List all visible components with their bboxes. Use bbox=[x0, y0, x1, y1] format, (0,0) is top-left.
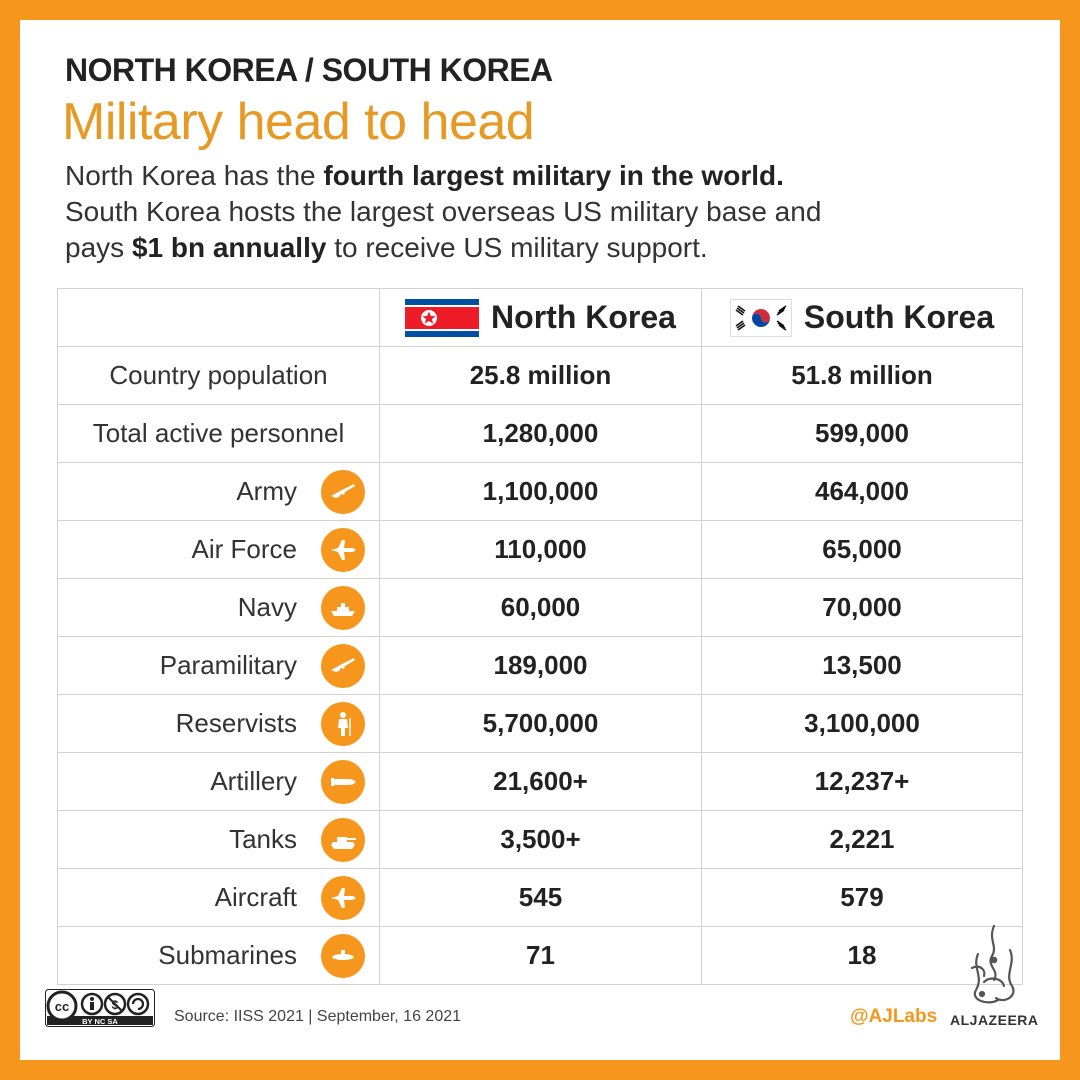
table-row: Reservists 5,700,000 3,100,000 bbox=[57, 694, 1023, 753]
row-label-cell: Submarines bbox=[57, 926, 380, 985]
intro-line1-text: North Korea has the bbox=[65, 160, 324, 191]
svg-text:cc: cc bbox=[55, 999, 69, 1014]
table-row: Army 1,100,000 464,000 bbox=[57, 462, 1023, 521]
row-label: Tanks bbox=[229, 824, 297, 854]
table-row: Navy 60,000 70,000 bbox=[57, 578, 1023, 637]
row-label-cell: Reservists bbox=[57, 694, 380, 753]
table-row: Submarines 71 18 bbox=[57, 926, 1023, 985]
aljazeera-logo-icon bbox=[954, 920, 1034, 1030]
soldier-icon bbox=[321, 701, 365, 746]
intro-text: North Korea has the fourth largest milit… bbox=[65, 158, 1025, 266]
table-row: Air Force 110,000 65,000 bbox=[57, 520, 1023, 579]
north-korea-value: 110,000 bbox=[379, 520, 702, 579]
table-row: Paramilitary 189,000 13,500 bbox=[57, 636, 1023, 695]
north-korea-value: 60,000 bbox=[379, 578, 702, 637]
intro-line3-pre: pays bbox=[65, 232, 132, 263]
rifle-icon bbox=[321, 469, 365, 514]
south-korea-value: 70,000 bbox=[701, 578, 1023, 637]
north-korea-flag-icon bbox=[405, 298, 480, 337]
page-title: Military head to head bbox=[62, 93, 535, 151]
north-korea-value: 189,000 bbox=[379, 636, 702, 695]
table-row: Tanks 3,500+ 2,221 bbox=[57, 810, 1023, 869]
south-korea-value: 599,000 bbox=[701, 404, 1023, 463]
row-label-cell: Tanks bbox=[57, 810, 380, 869]
row-label-cell: Country population bbox=[57, 346, 380, 405]
row-label: Artillery bbox=[210, 766, 297, 796]
ajlabs-handle: @AJLabs bbox=[850, 1006, 938, 1027]
table-header-row: North Korea bbox=[57, 288, 1023, 347]
table-row: Artillery 21,600+ 12,237+ bbox=[57, 752, 1023, 811]
aljazeera-brand: ALJAZEERA bbox=[950, 1012, 1039, 1028]
row-label-cell: Paramilitary bbox=[57, 636, 380, 695]
north-korea-value: 25.8 million bbox=[379, 346, 702, 405]
submarine-icon bbox=[321, 933, 365, 978]
table-row: Total active personnel 1,280,000 599,000 bbox=[57, 404, 1023, 463]
row-label: Reservists bbox=[175, 708, 297, 738]
south-korea-value: 18 bbox=[701, 926, 1023, 985]
table-row: Country population 25.8 million 51.8 milli… bbox=[57, 346, 1023, 405]
comparison-table: North Korea bbox=[57, 288, 1023, 985]
jet-icon bbox=[321, 875, 365, 920]
row-label: Army bbox=[236, 476, 297, 506]
south-korea-flag-icon bbox=[729, 298, 792, 337]
row-label-cell: Artillery bbox=[57, 752, 380, 811]
license-text: BY NC SA bbox=[82, 1017, 118, 1026]
tank-icon bbox=[321, 817, 365, 862]
row-label: Paramilitary bbox=[159, 650, 297, 680]
south-korea-value: 13,500 bbox=[701, 636, 1023, 695]
source-note: Source: IISS 2021 | September, 16 2021 bbox=[174, 1008, 462, 1025]
south-korea-column-title: South Korea bbox=[803, 299, 995, 335]
creative-commons-badge: cc $ BY NC SA bbox=[45, 989, 155, 1027]
header-north-korea: North Korea bbox=[379, 288, 702, 347]
north-korea-value: 71 bbox=[379, 926, 702, 985]
row-label-cell: Total active personnel bbox=[57, 404, 380, 463]
header-empty-cell bbox=[57, 288, 380, 347]
south-korea-value: 51.8 million bbox=[701, 346, 1023, 405]
row-label: Submarines bbox=[158, 940, 297, 970]
intro-line3-post: to receive US military support. bbox=[326, 232, 708, 263]
row-label: Total active personnel bbox=[92, 418, 345, 448]
south-korea-value: 579 bbox=[701, 868, 1023, 927]
row-label-cell: Aircraft bbox=[57, 868, 380, 927]
table-row: Aircraft 545 579 bbox=[57, 868, 1023, 927]
south-korea-value: 464,000 bbox=[701, 462, 1023, 521]
north-korea-value: 545 bbox=[379, 868, 702, 927]
south-korea-value: 2,221 bbox=[701, 810, 1023, 869]
intro-line1-bold: fourth largest military in the world. bbox=[323, 160, 784, 191]
intro-line2-text: South Korea hosts the largest overseas U… bbox=[65, 196, 822, 227]
north-korea-value: 1,100,000 bbox=[379, 462, 702, 521]
row-label-cell: Army bbox=[57, 462, 380, 521]
north-korea-column-title: North Korea bbox=[491, 299, 676, 335]
row-label: Navy bbox=[237, 592, 297, 622]
kicker: NORTH KOREA / SOUTH KOREA bbox=[65, 52, 553, 88]
intro-line3-bold: $1 bn annually bbox=[131, 232, 327, 263]
south-korea-value: 65,000 bbox=[701, 520, 1023, 579]
north-korea-value: 3,500+ bbox=[379, 810, 702, 869]
shell-icon bbox=[321, 759, 365, 804]
north-korea-value: 1,280,000 bbox=[379, 404, 702, 463]
ship-icon bbox=[321, 585, 365, 630]
north-korea-value: 5,700,000 bbox=[379, 694, 702, 753]
row-label-cell: Navy bbox=[57, 578, 380, 637]
south-korea-value: 3,100,000 bbox=[701, 694, 1023, 753]
row-label: Aircraft bbox=[214, 882, 297, 912]
row-label: Country population bbox=[109, 360, 328, 390]
jet-icon bbox=[321, 527, 365, 572]
row-label-cell: Air Force bbox=[57, 520, 380, 579]
rifle-icon bbox=[321, 643, 365, 688]
row-label: Air Force bbox=[191, 534, 297, 564]
north-korea-value: 21,600+ bbox=[379, 752, 702, 811]
south-korea-value: 12,237+ bbox=[701, 752, 1023, 811]
header-south-korea: South Korea bbox=[701, 288, 1023, 347]
